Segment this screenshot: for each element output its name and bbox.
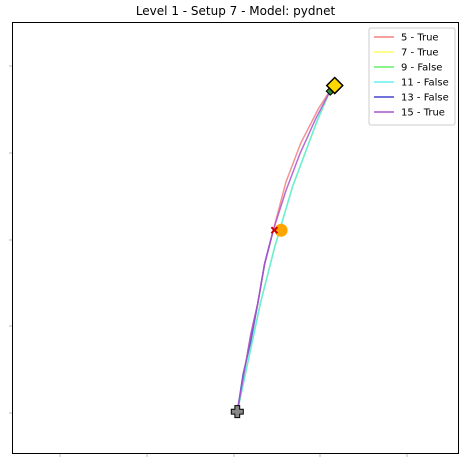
legend-label-0: 5 - True [401,33,439,44]
midpoint-orange-marker [274,223,288,237]
marker-layer [230,76,344,419]
series-line-3 [236,90,331,412]
legend-label-3: 11 - False [401,78,449,89]
legend: 5 - True 7 - True 9 - False 11 - False 13 - … [368,27,456,126]
axes-frame [12,22,459,454]
series-layer [236,88,332,412]
axes-layer [9,22,459,457]
series-line-5 [236,88,332,412]
goal-gold-marker [325,76,344,95]
legend-label-1: 7 - True [401,48,439,59]
midpoint-red-marker [270,226,279,234]
start-cross-marker [230,405,244,419]
legend-label-5: 15 - True [401,108,445,119]
series-line-1 [236,88,332,412]
series-line-2 [236,90,331,412]
chart-title: Level 1 - Setup 7 - Model: pydnet [135,4,336,18]
series-line-0 [236,88,332,412]
legend-label-4: 13 - False [401,93,449,104]
legend-label-2: 9 - False [401,63,442,74]
